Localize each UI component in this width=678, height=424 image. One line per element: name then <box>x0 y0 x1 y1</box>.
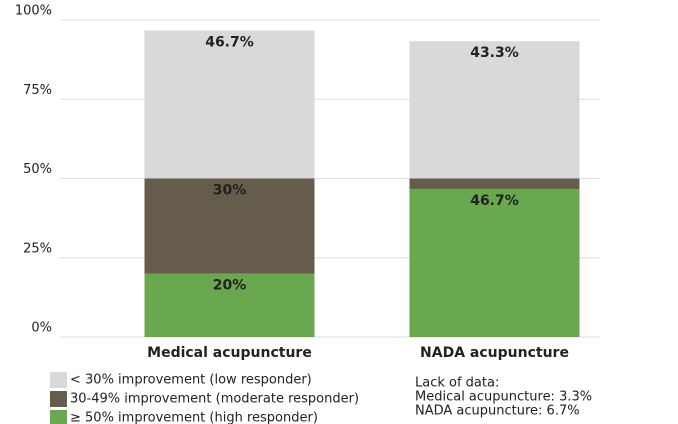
annotation: Medical acupuncture: 3.3% <box>415 390 592 405</box>
y-tick-label: 25% <box>23 241 52 256</box>
bar-segment <box>144 30 315 179</box>
legend-label: ≥ 50% improvement (high responder) <box>70 411 318 424</box>
value-label: 30% <box>213 183 247 199</box>
bar-segment <box>409 41 580 179</box>
legend-label: < 30% improvement (low responder) <box>70 373 312 388</box>
bar-segment <box>409 178 580 189</box>
y-tick-label: 100% <box>15 4 52 19</box>
legend-swatch <box>50 410 67 424</box>
y-tick-label: 75% <box>23 83 52 98</box>
annotation: Lack of data: <box>415 376 499 391</box>
annotation: NADA acupuncture: 6.7% <box>415 404 580 419</box>
value-label: 46.7% <box>470 193 519 209</box>
legend-swatch <box>50 372 67 388</box>
y-tick-label: 50% <box>23 162 52 177</box>
bar-segment <box>409 188 580 337</box>
value-label: 20% <box>213 278 247 294</box>
bar-segment <box>144 273 315 337</box>
x-tick-label: Medical acupuncture <box>147 345 312 361</box>
value-label: 43.3% <box>470 45 519 61</box>
x-tick-label: NADA acupuncture <box>420 345 569 361</box>
legend-swatch <box>50 391 67 407</box>
value-label: 46.7% <box>205 34 254 50</box>
legend-label: 30-49% improvement (moderate responder) <box>70 392 359 407</box>
y-tick-label: 0% <box>31 321 52 336</box>
bar-segment <box>144 178 315 274</box>
